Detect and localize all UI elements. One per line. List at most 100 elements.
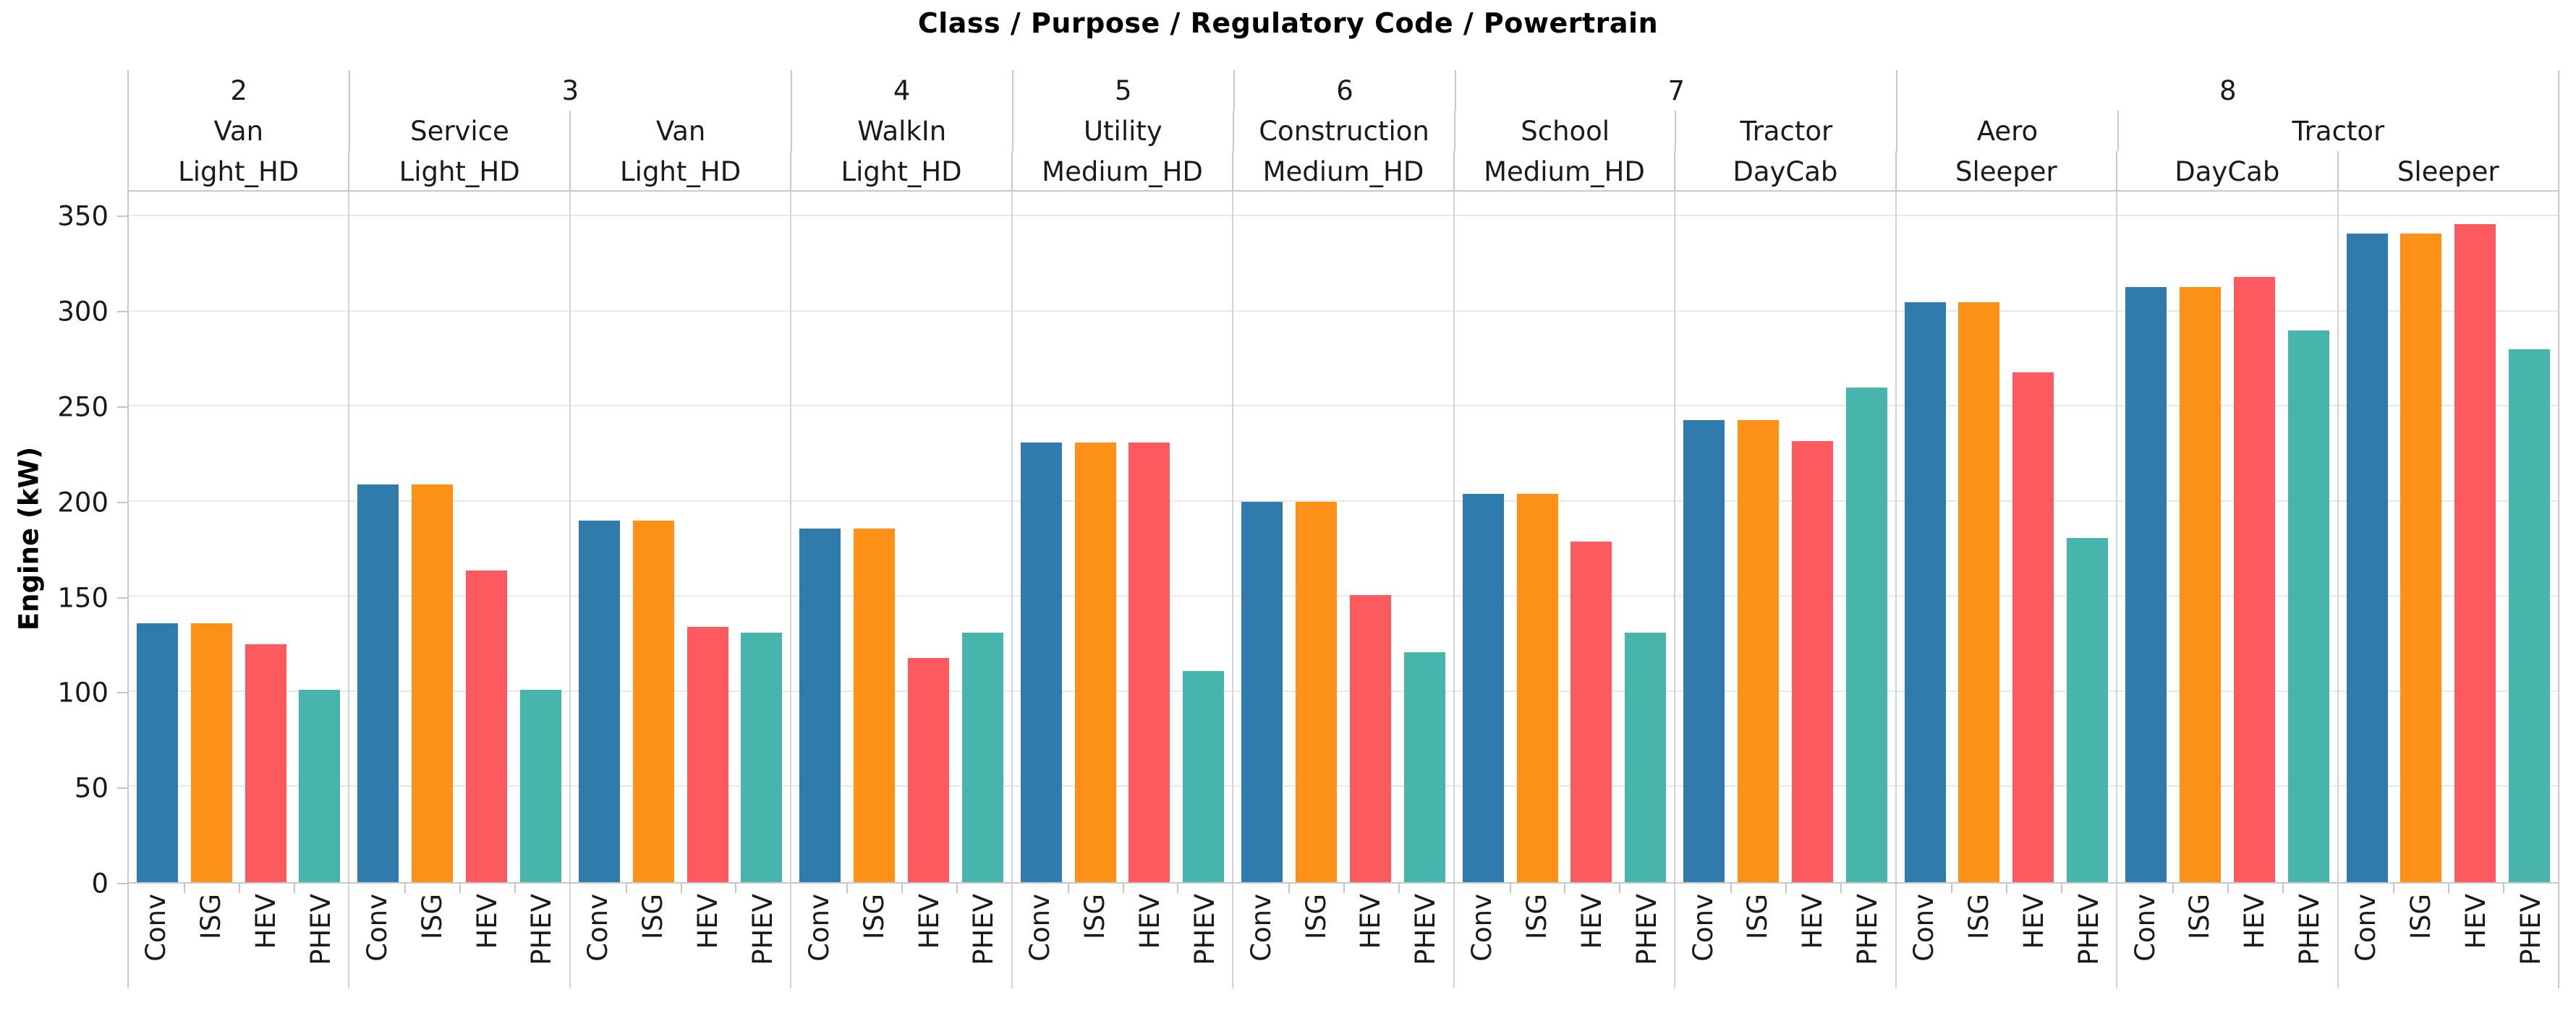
- bar-isg[interactable]: [632, 521, 674, 882]
- class-header: 5: [1011, 70, 1233, 111]
- bar-isg[interactable]: [1516, 494, 1558, 882]
- purpose-header: Aero: [1896, 111, 2117, 151]
- bar-conv[interactable]: [1020, 443, 1062, 882]
- bar-phev[interactable]: [2508, 349, 2550, 882]
- y-tick-label: 150: [57, 582, 109, 614]
- x-tick-mark: [901, 884, 904, 893]
- class-header: 7: [1455, 70, 1896, 111]
- bar-hev[interactable]: [2012, 372, 2054, 882]
- x-label-slot: PHEV: [514, 884, 569, 988]
- bar-phev[interactable]: [961, 633, 1003, 882]
- bar-phev[interactable]: [1183, 670, 1225, 882]
- x-tick-mark: [1509, 884, 1511, 893]
- bar-hev[interactable]: [907, 657, 949, 882]
- x-label-slot: Conv: [2117, 884, 2172, 988]
- y-tick-label: 350: [57, 200, 109, 232]
- bar-conv[interactable]: [2346, 233, 2388, 882]
- x-label-slot: PHEV: [1177, 884, 1232, 988]
- x-label-slot: ISG: [2172, 884, 2227, 988]
- y-tick-mark: [117, 501, 127, 503]
- bar-phev[interactable]: [519, 690, 561, 882]
- x-tick-mark: [1343, 884, 1345, 893]
- x-label-slot: ISG: [1951, 884, 2006, 988]
- y-tick-mark: [117, 311, 127, 313]
- x-tick-label: ISG: [1079, 894, 1111, 940]
- bar-phev[interactable]: [1625, 633, 1667, 882]
- bar-isg[interactable]: [1958, 302, 2000, 882]
- x-tick-mark: [1067, 884, 1069, 893]
- x-tick-label: HEV: [1797, 894, 1829, 949]
- bar-isg[interactable]: [190, 623, 232, 882]
- x-tick-mark: [680, 884, 682, 893]
- regcode-header: Light_HD: [790, 151, 1011, 192]
- x-tick-mark: [238, 884, 240, 893]
- y-tick-label: 0: [91, 868, 109, 900]
- x-tick-label: PHEV: [1852, 894, 1884, 965]
- x-tick-label: HEV: [692, 894, 724, 949]
- bar-phev[interactable]: [2067, 537, 2109, 882]
- bar-conv[interactable]: [1683, 419, 1725, 882]
- x-tick-label: Conv: [1245, 894, 1277, 962]
- bar-phev[interactable]: [299, 690, 341, 882]
- regcode-header: Medium_HD: [1011, 151, 1232, 192]
- bar-conv[interactable]: [357, 484, 399, 882]
- bar-isg[interactable]: [412, 484, 454, 882]
- x-label-slot: PHEV: [1619, 884, 1674, 988]
- x-tick-mark: [625, 884, 627, 893]
- bar-conv[interactable]: [2125, 286, 2167, 882]
- x-tick-mark: [1398, 884, 1400, 893]
- x-label-slot: HEV: [1343, 884, 1398, 988]
- bar-phev[interactable]: [741, 633, 783, 882]
- y-tick-label: 50: [74, 772, 109, 804]
- bar-hev[interactable]: [245, 644, 286, 882]
- bar-conv[interactable]: [1904, 302, 1946, 882]
- x-label-panel: Conv ISG HEV PHEV: [129, 884, 348, 988]
- plot-area: [127, 192, 2559, 884]
- bar-isg[interactable]: [1737, 419, 1779, 882]
- x-tick-label: HEV: [1355, 894, 1387, 949]
- bar-hev[interactable]: [466, 570, 508, 882]
- x-tick-label: Conv: [140, 894, 172, 962]
- x-label-slot: HEV: [459, 884, 514, 988]
- bar-phev[interactable]: [2287, 330, 2329, 882]
- bar-hev[interactable]: [1570, 542, 1612, 882]
- bar-hev[interactable]: [1791, 440, 1833, 882]
- bar-hev[interactable]: [2233, 277, 2275, 882]
- x-tick-mark: [2006, 884, 2008, 893]
- bar-hev[interactable]: [1128, 443, 1170, 882]
- bar-hev[interactable]: [686, 627, 728, 882]
- x-tick-label: Conv: [1908, 894, 1940, 962]
- x-tick-label: PHEV: [2294, 894, 2326, 965]
- class-header: 4: [790, 70, 1012, 111]
- x-tick-label: ISG: [416, 894, 448, 940]
- bar-conv[interactable]: [799, 528, 841, 882]
- x-tick-mark: [2503, 884, 2505, 893]
- facet-panel: [129, 192, 348, 882]
- x-label-slot: PHEV: [956, 884, 1011, 988]
- gridline: [129, 595, 2558, 597]
- y-tick-mark: [117, 406, 127, 408]
- bar-conv[interactable]: [1462, 494, 1504, 882]
- facet-panel: [790, 192, 1011, 882]
- x-tick-label: Conv: [2129, 894, 2161, 962]
- x-label-panel: Conv ISG HEV PHEV: [2116, 884, 2337, 988]
- bar-conv[interactable]: [137, 623, 178, 882]
- x-label-slot: HEV: [1123, 884, 1178, 988]
- bar-hev[interactable]: [1349, 594, 1391, 882]
- bar-isg[interactable]: [1296, 501, 1338, 882]
- bar-isg[interactable]: [854, 528, 896, 882]
- x-label-panel: Conv ISG HEV PHEV: [1674, 884, 1895, 988]
- bar-hev[interactable]: [2454, 223, 2496, 882]
- x-label-slot: HEV: [1564, 884, 1619, 988]
- x-tick-mark: [1840, 884, 1842, 893]
- bar-conv[interactable]: [1241, 501, 1283, 882]
- bar-isg[interactable]: [2179, 286, 2221, 882]
- gridline: [129, 785, 2558, 787]
- bar-conv[interactable]: [578, 521, 620, 882]
- bar-isg[interactable]: [1074, 443, 1116, 882]
- bar-isg[interactable]: [2400, 233, 2442, 882]
- bar-phev[interactable]: [1403, 651, 1445, 882]
- bar-phev[interactable]: [1845, 387, 1887, 882]
- x-tick-label: PHEV: [1631, 894, 1662, 965]
- x-tick-label: PHEV: [526, 894, 558, 965]
